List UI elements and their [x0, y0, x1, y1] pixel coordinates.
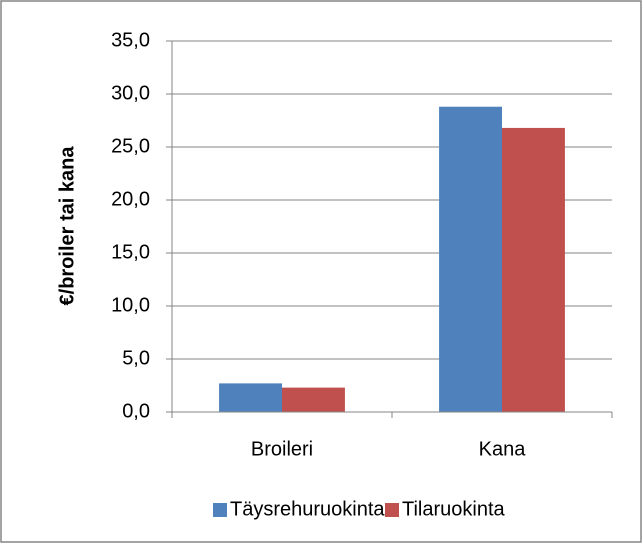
x-tick-label: Broileri	[251, 438, 313, 460]
legend-label: Täysrehuruokinta	[230, 498, 385, 520]
y-tick-label: 25,0	[111, 135, 150, 157]
legend-swatch	[213, 503, 227, 517]
legend-label: Tilaruokinta	[402, 498, 506, 520]
x-tick-label: Kana	[479, 438, 527, 460]
bar	[219, 383, 282, 412]
y-axis-label: €/broiler tai kana	[56, 146, 78, 306]
y-tick-label: 15,0	[111, 241, 150, 263]
bar	[282, 387, 345, 412]
y-tick-label: 30,0	[111, 82, 150, 104]
bar	[502, 127, 565, 413]
bar	[439, 106, 502, 412]
y-tick-label: 0,0	[122, 400, 150, 422]
legend-swatch	[385, 503, 399, 517]
y-tick-label: 35,0	[111, 29, 150, 51]
y-tick-label: 20,0	[111, 188, 150, 210]
y-tick-label: 10,0	[111, 294, 150, 316]
y-tick-label: 5,0	[122, 347, 150, 369]
